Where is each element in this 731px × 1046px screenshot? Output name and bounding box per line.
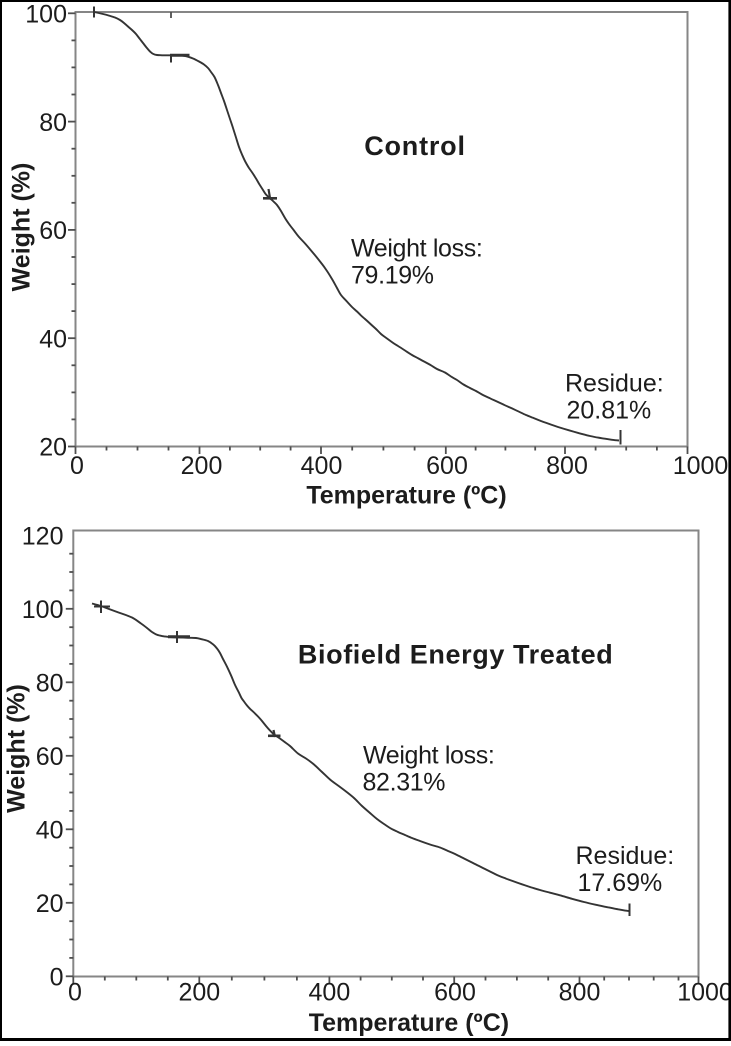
- svg-text:60: 60: [39, 217, 67, 245]
- svg-text:600: 600: [434, 979, 476, 1007]
- svg-text:0: 0: [68, 979, 82, 1007]
- svg-text:100: 100: [22, 596, 64, 624]
- svg-text:82.31%: 82.31%: [363, 769, 446, 797]
- svg-text:80: 80: [36, 670, 64, 698]
- svg-text:Control: Control: [364, 131, 466, 161]
- svg-text:20: 20: [39, 434, 67, 462]
- svg-text:1000: 1000: [673, 452, 729, 480]
- svg-text:40: 40: [36, 817, 64, 845]
- svg-text:120: 120: [22, 523, 64, 551]
- svg-text:Weight loss:: Weight loss:: [363, 742, 495, 770]
- svg-text:Temperature (ºC): Temperature (ºC): [306, 482, 506, 510]
- svg-text:40: 40: [39, 325, 67, 353]
- svg-text:20.81%: 20.81%: [567, 397, 652, 425]
- svg-text:200: 200: [178, 979, 220, 1007]
- svg-text:0: 0: [70, 452, 84, 480]
- svg-text:400: 400: [301, 452, 343, 480]
- svg-text:Weight (%): Weight (%): [3, 684, 31, 813]
- svg-text:79.19%: 79.19%: [351, 262, 434, 290]
- svg-text:60: 60: [36, 743, 64, 771]
- svg-text:20: 20: [36, 890, 64, 918]
- svg-text:Weight (%): Weight (%): [8, 163, 36, 292]
- svg-text:0: 0: [50, 964, 64, 992]
- svg-text:800: 800: [559, 979, 601, 1007]
- svg-text:400: 400: [309, 979, 351, 1007]
- svg-text:600: 600: [426, 452, 468, 480]
- svg-text:100: 100: [25, 1, 67, 29]
- svg-text:Biofield Energy Treated: Biofield Energy Treated: [298, 640, 613, 670]
- svg-text:Residue:: Residue:: [576, 842, 675, 870]
- svg-text:17.69%: 17.69%: [578, 869, 663, 897]
- svg-text:Weight loss:: Weight loss:: [351, 235, 483, 263]
- svg-text:Temperature (ºC): Temperature (ºC): [309, 1009, 509, 1037]
- svg-text:1000: 1000: [677, 979, 731, 1007]
- svg-text:80: 80: [39, 109, 67, 137]
- svg-text:Residue:: Residue:: [565, 370, 664, 398]
- svg-text:800: 800: [546, 452, 588, 480]
- svg-text:200: 200: [181, 452, 223, 480]
